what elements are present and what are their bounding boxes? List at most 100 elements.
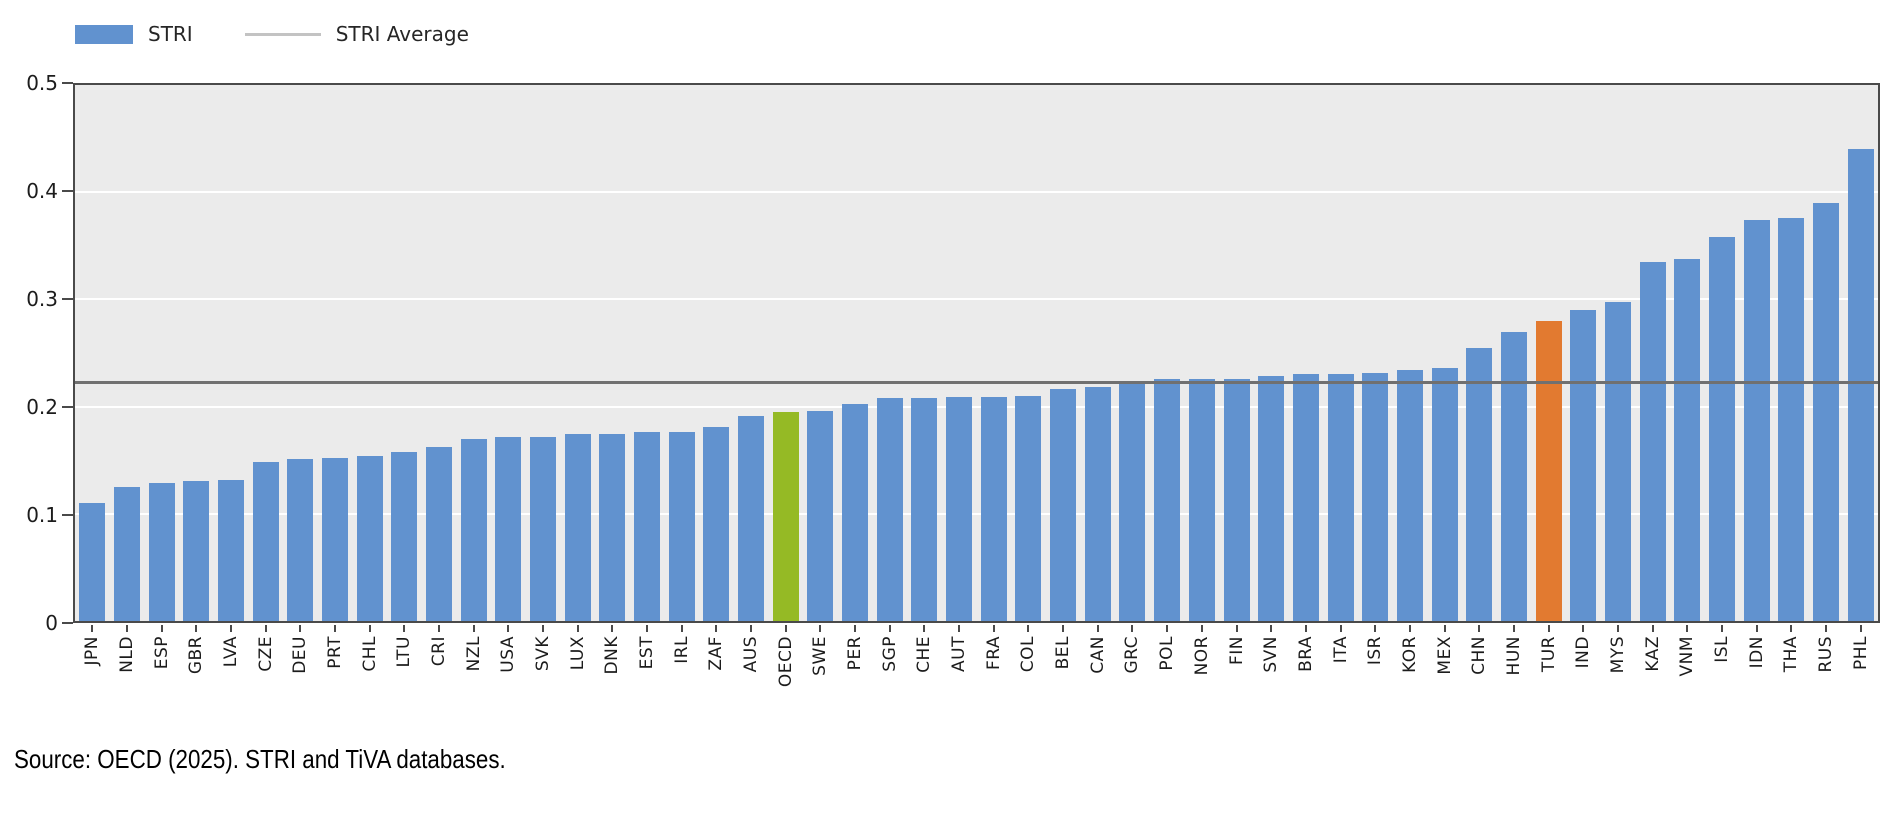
x-tick-mark-CAN: [1096, 625, 1099, 632]
x-tick-label-NOR: NOR: [1191, 636, 1212, 676]
x-cell-PRT: PRT: [318, 625, 353, 707]
x-cell-ESP: ESP: [144, 625, 179, 707]
x-tick-label-MYS: MYS: [1607, 636, 1628, 674]
x-tick-label-IRL: IRL: [671, 636, 692, 664]
x-cell-KAZ: KAZ: [1635, 625, 1670, 707]
x-cell-USA: USA: [491, 625, 526, 707]
x-tick-mark-FRA: [992, 625, 995, 632]
x-cell-ISL: ISL: [1705, 625, 1740, 707]
bar-RUS: [1812, 202, 1839, 621]
x-tick-label-SWE: SWE: [810, 636, 831, 676]
x-tick-label-KOR: KOR: [1399, 636, 1420, 673]
x-cell-CHN: CHN: [1462, 625, 1497, 707]
x-tick-mark-NLD: [126, 625, 128, 632]
x-tick-label-ESP: ESP: [151, 636, 172, 670]
bar-ISR: [1362, 373, 1389, 621]
x-tick-mark-ITA: [1339, 625, 1342, 632]
x-tick-label-SVK: SVK: [533, 636, 554, 672]
x-tick-mark-IND: [1582, 625, 1585, 632]
x-tick-mark-DNK: [611, 625, 614, 632]
bar-VNM: [1674, 258, 1701, 621]
x-cell-BEL: BEL: [1046, 625, 1081, 707]
x-cell-SVK: SVK: [526, 625, 561, 707]
x-tick-mark-SVN: [1270, 625, 1273, 632]
x-cell-IDN: IDN: [1739, 625, 1774, 707]
bar-DNK: [599, 434, 626, 621]
x-tick-mark-VNM: [1686, 625, 1689, 632]
x-tick-label-BRA: BRA: [1295, 636, 1316, 672]
x-tick-label-IDN: IDN: [1746, 636, 1767, 669]
chart-legend: STRI STRI Average: [75, 22, 469, 46]
x-tick-mark-PRT: [334, 625, 337, 632]
x-cell-LVA: LVA: [214, 625, 249, 707]
stri-average-line-swatch-icon: [244, 32, 321, 36]
bar-OECD: [772, 411, 799, 621]
x-tick-label-CZE: CZE: [255, 636, 276, 672]
x-tick-label-LUX: LUX: [567, 636, 588, 671]
bar-CZE: [252, 462, 279, 621]
bar-THA: [1778, 217, 1805, 621]
x-tick-mark-DEU: [299, 625, 302, 632]
y-tick-label-0.4: 0.4: [26, 179, 58, 203]
x-cell-OECD: OECD: [768, 625, 803, 707]
x-tick-mark-NOR: [1200, 625, 1203, 632]
bar-MYS: [1604, 301, 1631, 621]
bar-LVA: [218, 479, 245, 621]
x-tick-label-JPN: JPN: [82, 636, 103, 666]
x-tick-label-CHN: CHN: [1469, 636, 1490, 675]
x-cell-JPN: JPN: [75, 625, 110, 707]
x-tick-label-TUR: TUR: [1538, 636, 1559, 673]
x-tick-mark-LTU: [403, 625, 406, 632]
x-tick-mark-IRL: [680, 625, 683, 632]
x-cell-NOR: NOR: [1185, 625, 1220, 707]
x-tick-label-PHL: PHL: [1850, 636, 1871, 671]
y-tick-mark-0.5: [62, 82, 73, 84]
x-tick-label-POL: POL: [1157, 636, 1178, 671]
stri-bar-swatch-icon: [75, 24, 133, 44]
x-cell-ITA: ITA: [1323, 625, 1358, 707]
x-tick-mark-AUT: [958, 625, 961, 632]
x-cell-MYS: MYS: [1601, 625, 1636, 707]
x-tick-label-AUT: AUT: [949, 636, 970, 672]
x-tick-label-KAZ: KAZ: [1642, 636, 1663, 672]
plot-area: [73, 83, 1880, 623]
x-tick-label-IND: IND: [1573, 636, 1594, 669]
x-cell-BRA: BRA: [1289, 625, 1324, 707]
bar-NOR: [1188, 378, 1215, 621]
legend-item-stri: STRI: [75, 22, 193, 46]
gridline-0.3: [75, 298, 1878, 301]
x-tick-mark-CZE: [264, 625, 267, 632]
x-tick-label-GBR: GBR: [186, 636, 207, 675]
x-cell-KOR: KOR: [1393, 625, 1428, 707]
bar-EST: [634, 432, 661, 621]
x-cell-CRI: CRI: [422, 625, 457, 707]
x-tick-label-BEL: BEL: [1053, 636, 1074, 670]
x-tick-mark-CHN: [1478, 625, 1481, 632]
bar-SVN: [1258, 375, 1285, 621]
bar-BEL: [1050, 389, 1077, 621]
x-cell-NZL: NZL: [456, 625, 491, 707]
x-cell-CHE: CHE: [907, 625, 942, 707]
x-tick-label-SGP: SGP: [879, 636, 900, 672]
bar-ESP: [148, 482, 175, 621]
bar-IND: [1570, 310, 1597, 621]
x-tick-label-ITA: ITA: [1330, 636, 1351, 664]
x-tick-mark-SWE: [819, 625, 822, 632]
x-tick-label-DEU: DEU: [290, 636, 311, 674]
x-cell-IRL: IRL: [664, 625, 699, 707]
x-tick-label-HUN: HUN: [1503, 636, 1524, 676]
x-tick-label-FRA: FRA: [983, 636, 1004, 671]
x-tick-label-CRI: CRI: [429, 636, 450, 667]
x-tick-mark-AUS: [750, 625, 753, 632]
x-tick-mark-NZL: [472, 625, 475, 632]
x-tick-label-DNK: DNK: [602, 636, 623, 675]
bar-KAZ: [1639, 261, 1666, 621]
x-tick-mark-COL: [1027, 625, 1030, 632]
gridline-0.4: [75, 191, 1878, 194]
x-cell-TUR: TUR: [1531, 625, 1566, 707]
x-tick-mark-MYS: [1616, 625, 1619, 632]
x-tick-mark-EST: [646, 625, 649, 632]
x-tick-label-USA: USA: [498, 636, 519, 673]
x-tick-label-OECD: OECD: [775, 636, 796, 688]
x-tick-mark-BRA: [1304, 625, 1307, 632]
